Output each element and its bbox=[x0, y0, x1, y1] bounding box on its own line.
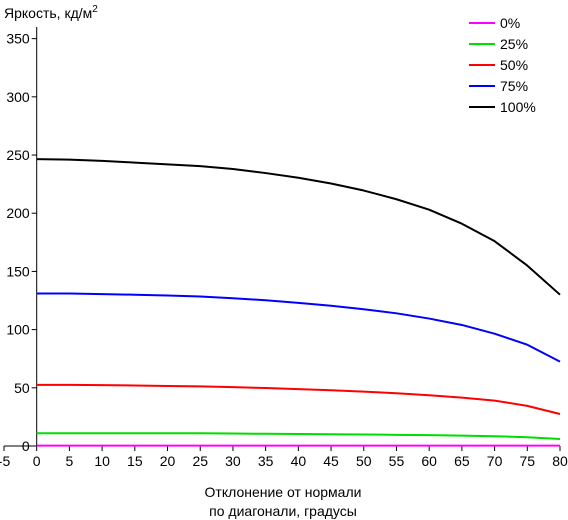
legend-label: 25% bbox=[500, 36, 528, 52]
y-axis-label-superscript: 2 bbox=[92, 4, 98, 15]
y-tick-label: 50 bbox=[14, 380, 30, 396]
x-tick-label: 0 bbox=[33, 453, 41, 469]
x-tick-label: 50 bbox=[356, 453, 372, 469]
x-tick-label: 45 bbox=[323, 453, 339, 469]
x-tick-label: 60 bbox=[421, 453, 437, 469]
x-tick-label: 55 bbox=[389, 453, 405, 469]
x-axis-label-line2: по диагонали, градусы bbox=[209, 503, 357, 519]
y-axis-label: Яркость, кд/м2 bbox=[4, 4, 98, 21]
series-layer bbox=[36, 158, 561, 447]
legend-item: 0% bbox=[469, 15, 520, 31]
x-tick-label: -5 bbox=[0, 453, 10, 469]
x-tick-label: 70 bbox=[487, 453, 503, 469]
y-tick-label: 150 bbox=[6, 263, 30, 279]
x-tick-label: 65 bbox=[454, 453, 470, 469]
legend-label: 50% bbox=[500, 57, 528, 73]
x-tick-label: 15 bbox=[127, 453, 143, 469]
x-tick-label: 35 bbox=[258, 453, 274, 469]
legend-item: 75% bbox=[469, 78, 528, 94]
x-axis: -5 0 5 10 15 20 25 30 35 40 45 50 55 60 65 70 75 80 bbox=[0, 445, 568, 469]
x-tick-label: 30 bbox=[225, 453, 241, 469]
legend-label: 75% bbox=[500, 78, 528, 94]
x-tick-label: 80 bbox=[552, 453, 568, 469]
series-line-75pct bbox=[36, 292, 561, 363]
legend-label: 100% bbox=[500, 99, 536, 115]
x-tick-label: 5 bbox=[66, 453, 74, 469]
y-tick-label: 350 bbox=[6, 31, 30, 47]
series-line-50pct bbox=[36, 383, 561, 415]
x-tick-label: 40 bbox=[291, 453, 307, 469]
x-tick-label: 25 bbox=[192, 453, 208, 469]
y-tick-label: 100 bbox=[6, 322, 30, 338]
y-tick-label: 200 bbox=[6, 205, 30, 221]
legend-item: 100% bbox=[469, 99, 536, 115]
legend-item: 25% bbox=[469, 36, 528, 52]
legend-label: 0% bbox=[500, 15, 520, 31]
legend: 0% 25% 50% 75% 100% bbox=[469, 15, 536, 115]
y-axis-title: Яркость, кд/м2 bbox=[4, 4, 98, 21]
y-axis-label-main: Яркость, кд/м bbox=[4, 5, 92, 21]
y-tick-label: 250 bbox=[6, 147, 30, 163]
x-tick-label: 75 bbox=[520, 453, 536, 469]
series-line-25pct bbox=[36, 432, 561, 441]
series-line-100pct bbox=[36, 158, 561, 296]
y-tick-label: 300 bbox=[6, 89, 30, 105]
x-tick-label: 10 bbox=[94, 453, 110, 469]
x-axis-title: Отклонение от нормали по диагонали, град… bbox=[205, 484, 362, 519]
legend-item: 50% bbox=[469, 57, 528, 73]
x-axis-label-line1: Отклонение от нормали bbox=[205, 484, 362, 500]
x-tick-label: 20 bbox=[160, 453, 176, 469]
